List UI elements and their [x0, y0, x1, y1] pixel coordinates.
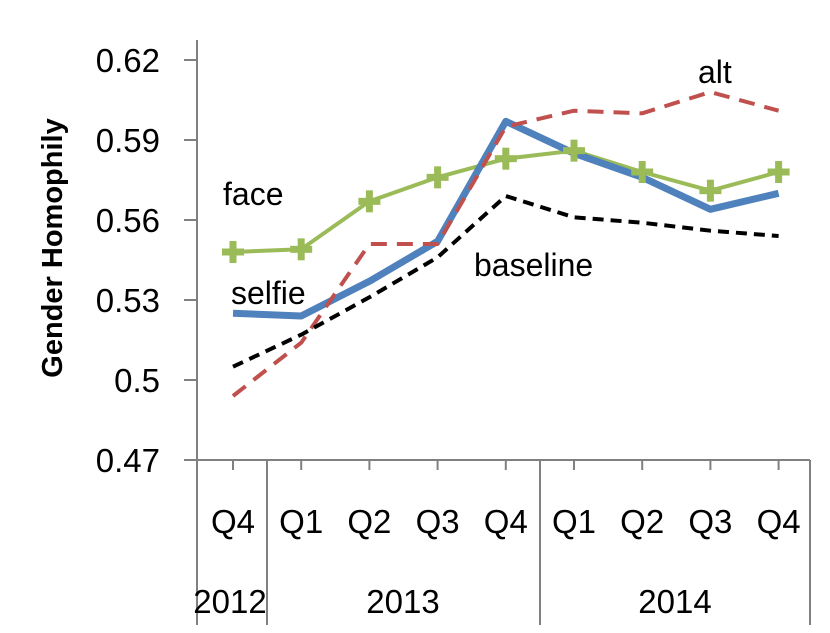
- year-labels: 2012 2013 2014: [193, 583, 711, 620]
- x-tick-label: Q2: [620, 503, 664, 540]
- series-label-alt: alt: [698, 54, 732, 90]
- data-point-face: [767, 161, 790, 183]
- year-label: 2014: [638, 583, 711, 620]
- data-point-face: [494, 147, 517, 170]
- y-tick-label: 0.62: [96, 42, 160, 79]
- year-label: 2012: [193, 583, 266, 620]
- y-tick-label: 0.59: [96, 122, 160, 159]
- series-line-selfie: [232, 117, 780, 320]
- y-tick-label: 0.56: [96, 202, 160, 239]
- y-tick-label: 0.47: [96, 442, 160, 479]
- y-tick-label: 0.5: [114, 362, 160, 399]
- series-line-baseline: [232, 194, 779, 369]
- series-markers: [222, 139, 790, 263]
- x-tick-label: Q1: [552, 503, 596, 540]
- data-point-face: [563, 139, 585, 162]
- x-tick-label: Q4: [211, 503, 255, 540]
- series-label-baseline: baseline: [474, 247, 593, 283]
- data-point-face: [631, 161, 654, 183]
- y-tick-labels: 0.47 0.5 0.53 0.56 0.59 0.62: [96, 42, 160, 479]
- x-tick-labels: Q4 Q1 Q2 Q3 Q4 Q1 Q2 Q3 Q4: [211, 503, 801, 540]
- data-point-face: [290, 238, 313, 261]
- x-tick-label: Q4: [757, 503, 801, 540]
- x-tick-label: Q4: [484, 503, 528, 540]
- series-label-selfie: selfie: [231, 275, 306, 311]
- year-label: 2013: [366, 583, 439, 620]
- series-label-face: face: [223, 176, 283, 212]
- data-point-face: [222, 241, 244, 263]
- y-tick-label: 0.53: [96, 282, 160, 319]
- y-tick-marks: [184, 59, 197, 461]
- x-tick-marks: [232, 460, 780, 470]
- data-point-face: [699, 179, 722, 202]
- data-point-face: [426, 166, 449, 189]
- x-tick-label: Q3: [688, 503, 732, 540]
- x-tick-label: Q3: [416, 503, 460, 540]
- y-axis-label: Gender Homophily: [37, 118, 69, 377]
- series-lines: [231, 90, 780, 398]
- x-tick-label: Q2: [347, 503, 391, 540]
- x-tick-label: Q1: [279, 503, 323, 540]
- data-point-face: [358, 190, 381, 213]
- series-line-alt: [231, 90, 780, 398]
